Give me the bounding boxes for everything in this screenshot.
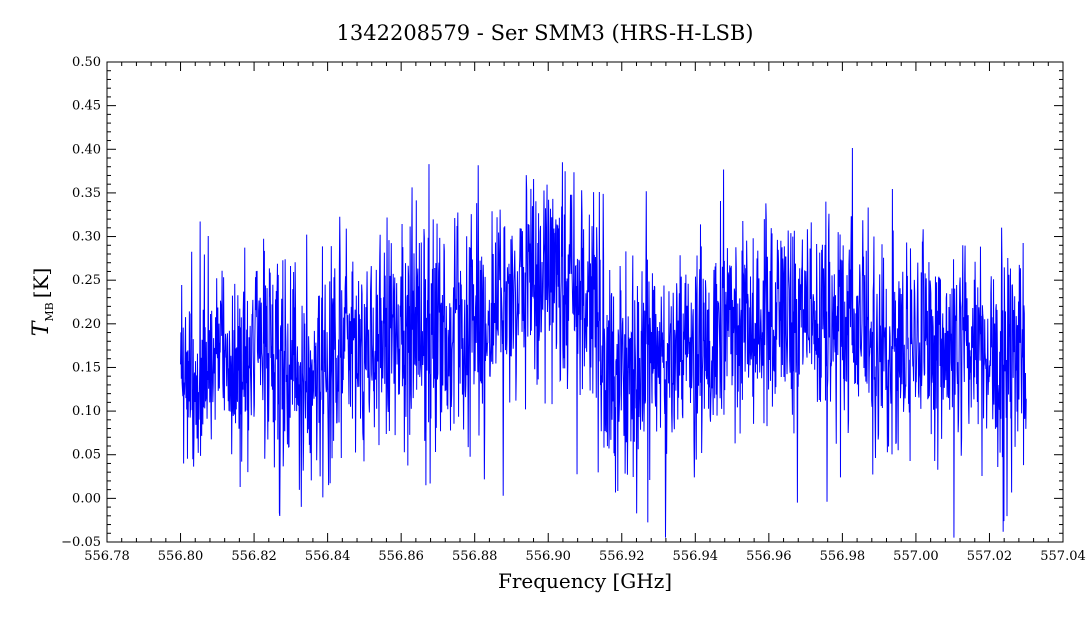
- y-axis-label-symbol: T: [29, 319, 54, 336]
- y-tick-label: 0.45: [72, 99, 101, 114]
- x-tick-label: 556.98: [820, 549, 866, 564]
- y-axis-tick-labels: −0.05 0.00 0.05 0.10 0.15 0.20 0.25 0.30 0.35 0.4…: [61, 55, 101, 550]
- x-tick-label: 556.84: [305, 549, 351, 564]
- y-axis-label-subscript: MB: [43, 302, 56, 321]
- y-tick-label: 0.40: [72, 142, 101, 157]
- chart-title: 1342208579 - Ser SMM3 (HRS-H-LSB): [337, 21, 754, 45]
- x-tick-label: 556.94: [673, 549, 719, 564]
- y-axis-label-unit: [K]: [29, 268, 53, 299]
- x-tick-label: 556.90: [525, 549, 571, 564]
- y-axis-label: TMB [K]: [29, 268, 56, 337]
- x-tick-label: 557.02: [967, 549, 1013, 564]
- x-tick-label: 556.86: [378, 549, 424, 564]
- y-tick-label: 0.10: [72, 404, 101, 419]
- x-tick-label: 556.92: [599, 549, 645, 564]
- y-tick-label: 0.20: [72, 317, 101, 332]
- y-tick-label: 0.00: [72, 491, 101, 506]
- x-axis-label: Frequency [GHz]: [498, 569, 672, 593]
- x-tick-label: 556.96: [746, 549, 792, 564]
- plot-frame: [106, 61, 1064, 543]
- y-axis-ticks: [107, 61, 1063, 543]
- y-tick-label: 0.30: [72, 230, 101, 245]
- x-tick-label: 556.82: [231, 549, 277, 564]
- x-axis-tick-labels: 556.78 556.80 556.82 556.84 556.86 556.88 556.…: [84, 549, 1086, 564]
- x-tick-label: 557.04: [1040, 549, 1086, 564]
- spectrum-series-line: [180, 147, 1027, 538]
- y-tick-label: 0.05: [72, 448, 101, 463]
- x-tick-label: 557.00: [893, 549, 939, 564]
- y-tick-label: 0.15: [72, 360, 101, 375]
- y-tick-label: 0.25: [72, 273, 101, 288]
- x-tick-label: 556.80: [158, 549, 204, 564]
- y-tick-label: 0.35: [72, 186, 101, 201]
- y-tick-label: −0.05: [61, 535, 101, 550]
- x-tick-label: 556.88: [452, 549, 498, 564]
- x-tick-label: 556.78: [84, 549, 130, 564]
- x-axis-ticks: [106, 62, 1064, 542]
- y-tick-label: 0.50: [72, 55, 101, 70]
